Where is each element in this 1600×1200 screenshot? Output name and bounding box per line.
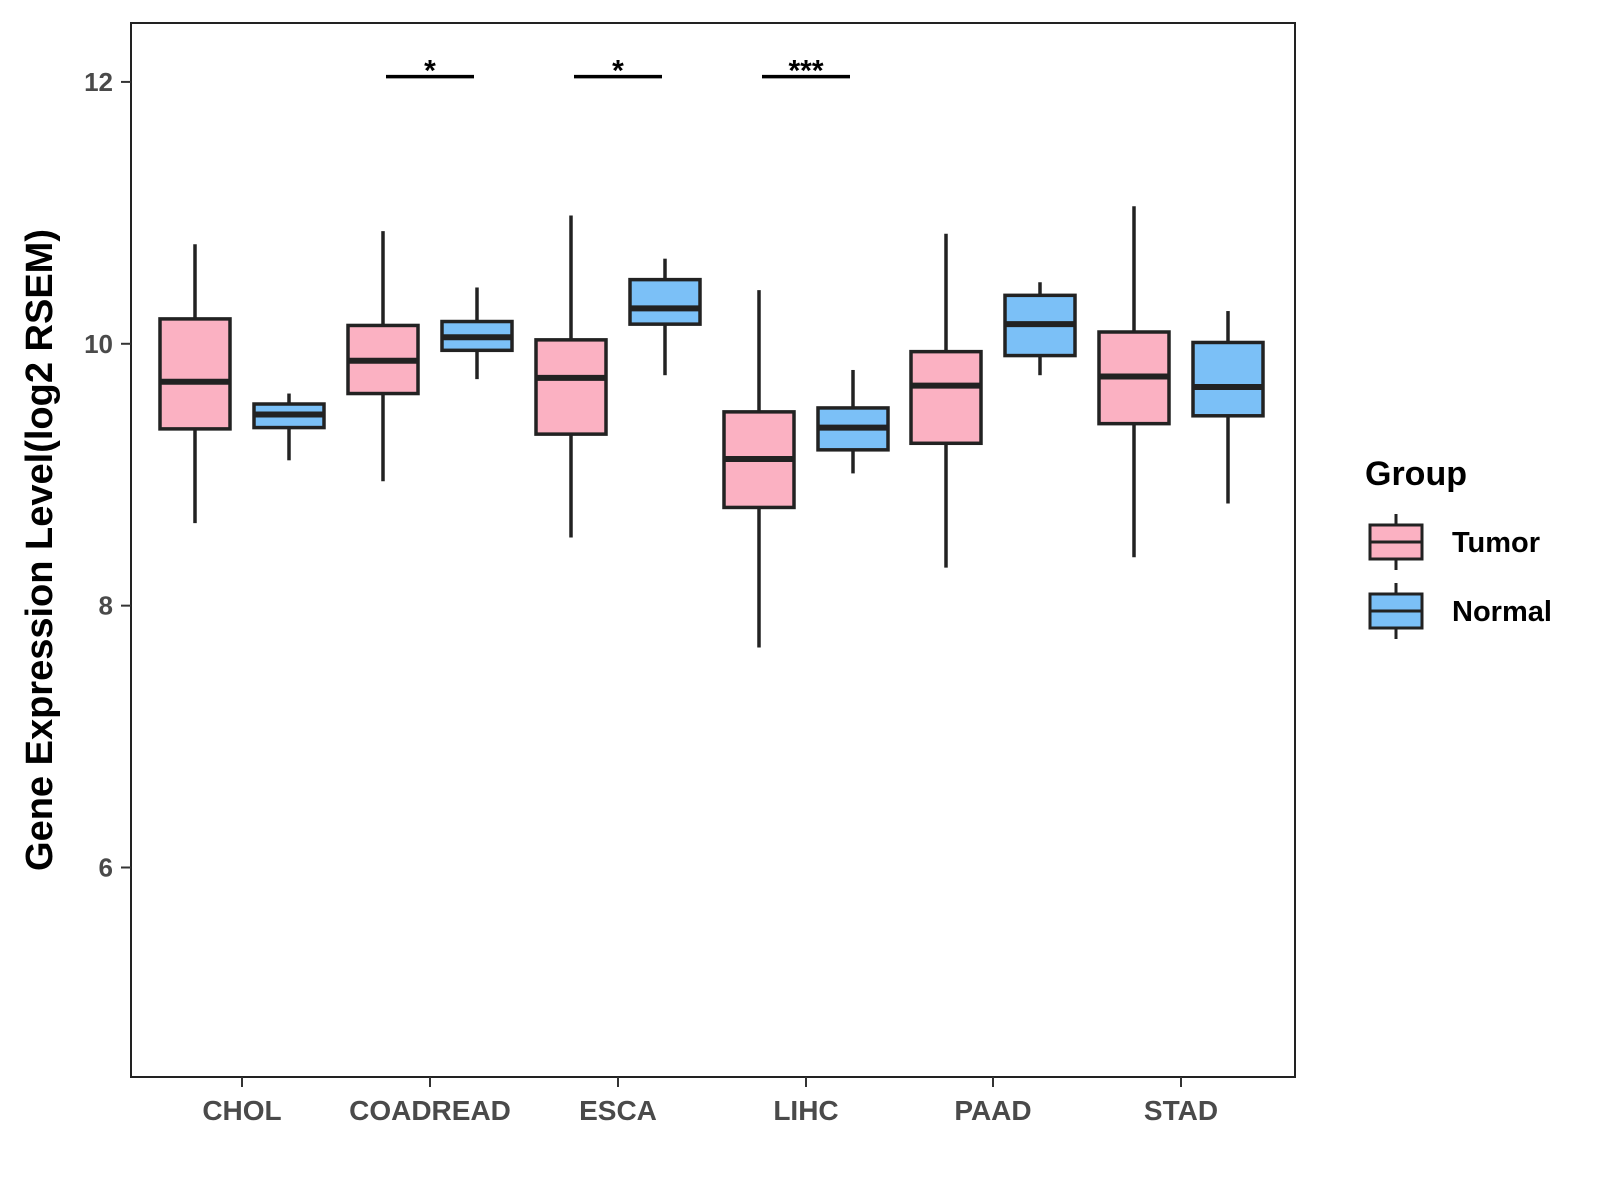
significance-layer: * * ***	[386, 55, 850, 88]
significance-label: *	[612, 55, 624, 88]
x-tick-label: ESCA	[579, 1095, 657, 1126]
box-tumor-stad	[1097, 206, 1171, 558]
significance-lihc: ***	[762, 55, 850, 88]
y-axis: 6 8 10 12	[84, 67, 131, 883]
box-iqr	[534, 338, 608, 436]
legend: Group Tumor Normal	[1365, 455, 1552, 639]
box-normal-lihc	[816, 369, 890, 474]
box-normal-esca	[628, 258, 702, 376]
y-tick-label: 8	[99, 591, 113, 621]
legend-title: Group	[1365, 455, 1467, 493]
box-tumor-paad	[909, 233, 983, 568]
x-tick-label: COADREAD	[349, 1095, 511, 1126]
significance-label: *	[424, 55, 436, 88]
box-tumor-esca	[534, 215, 608, 538]
x-tick-label: LIHC	[773, 1095, 838, 1126]
x-axis: CHOL COADREAD ESCA LIHC PAAD STAD	[202, 1077, 1218, 1126]
y-tick-label: 12	[84, 67, 113, 97]
y-tick-label: 10	[84, 329, 113, 359]
x-tick-label: PAAD	[954, 1095, 1031, 1126]
significance-esca: *	[574, 55, 662, 88]
box-iqr	[158, 317, 232, 431]
box-normal-paad	[1003, 282, 1077, 376]
x-tick-label: STAD	[1144, 1095, 1218, 1126]
box-layer	[158, 206, 1265, 648]
significance-coadread: *	[386, 55, 474, 88]
legend-label: Tumor	[1452, 527, 1540, 559]
box-iqr	[628, 277, 702, 326]
box-tumor-lihc	[722, 290, 796, 648]
legend-item-tumor: Tumor	[1368, 514, 1540, 570]
plot-panel-border	[130, 22, 1296, 1078]
x-tick-label: CHOL	[202, 1095, 281, 1126]
box-normal-chol	[252, 393, 326, 461]
box-tumor-chol	[158, 244, 232, 524]
significance-label: ***	[788, 55, 823, 88]
box-iqr	[1191, 340, 1265, 418]
y-axis-title: Gene Expression Level(log2 RSEM)	[19, 229, 61, 871]
legend-label: Normal	[1452, 596, 1552, 628]
legend-item-normal: Normal	[1368, 583, 1552, 639]
box-normal-coadread	[440, 287, 514, 380]
y-tick-label: 6	[99, 853, 113, 883]
legend-items: Tumor Normal	[1368, 514, 1552, 639]
box-iqr	[909, 349, 983, 446]
box-tumor-coadread	[346, 231, 420, 482]
box-normal-stad	[1191, 311, 1265, 504]
